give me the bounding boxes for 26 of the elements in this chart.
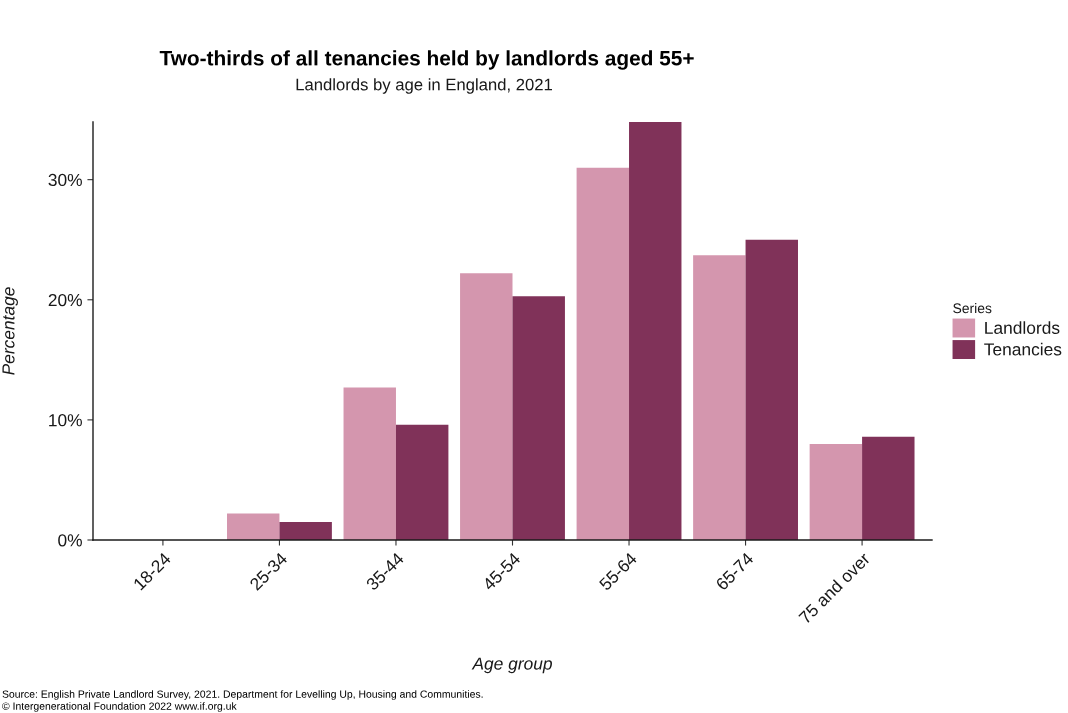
x-axis-title: Age group — [471, 657, 552, 674]
bar — [460, 273, 513, 540]
legend-title: Series — [953, 303, 992, 314]
bar — [862, 436, 915, 540]
bar — [809, 443, 863, 540]
bar — [227, 513, 280, 540]
bar — [279, 521, 332, 540]
bar — [395, 424, 449, 540]
legend-label: Landlords — [985, 321, 1060, 334]
bar — [343, 387, 396, 540]
y-tick-label: 0% — [58, 534, 82, 547]
bar — [512, 296, 565, 540]
y-tick-label: 20% — [48, 293, 82, 307]
y-axis-title: Percentage — [2, 287, 18, 375]
chart-title: Two-thirds of all tenancies held by landlords aged 55+ — [159, 50, 694, 70]
bar — [576, 167, 630, 540]
chart-subtitle: Landlords by age in England, 2021 — [296, 78, 552, 94]
text: © Intergenerational Foundation 2022 www.if.org.uk — [2, 702, 237, 712]
bar — [745, 239, 798, 540]
bar — [693, 255, 746, 540]
source-note: Source: English Private Landlord Survey, 2021. Department for Levelling Up, Housing and Communities. — [2, 690, 483, 700]
legend-label: Tenancies — [984, 342, 1062, 356]
bar — [629, 122, 682, 540]
y-tick-label: 10% — [49, 414, 82, 427]
x-tick-label: 75 and over — [797, 551, 871, 625]
y-tick-label: 30% — [48, 173, 82, 187]
